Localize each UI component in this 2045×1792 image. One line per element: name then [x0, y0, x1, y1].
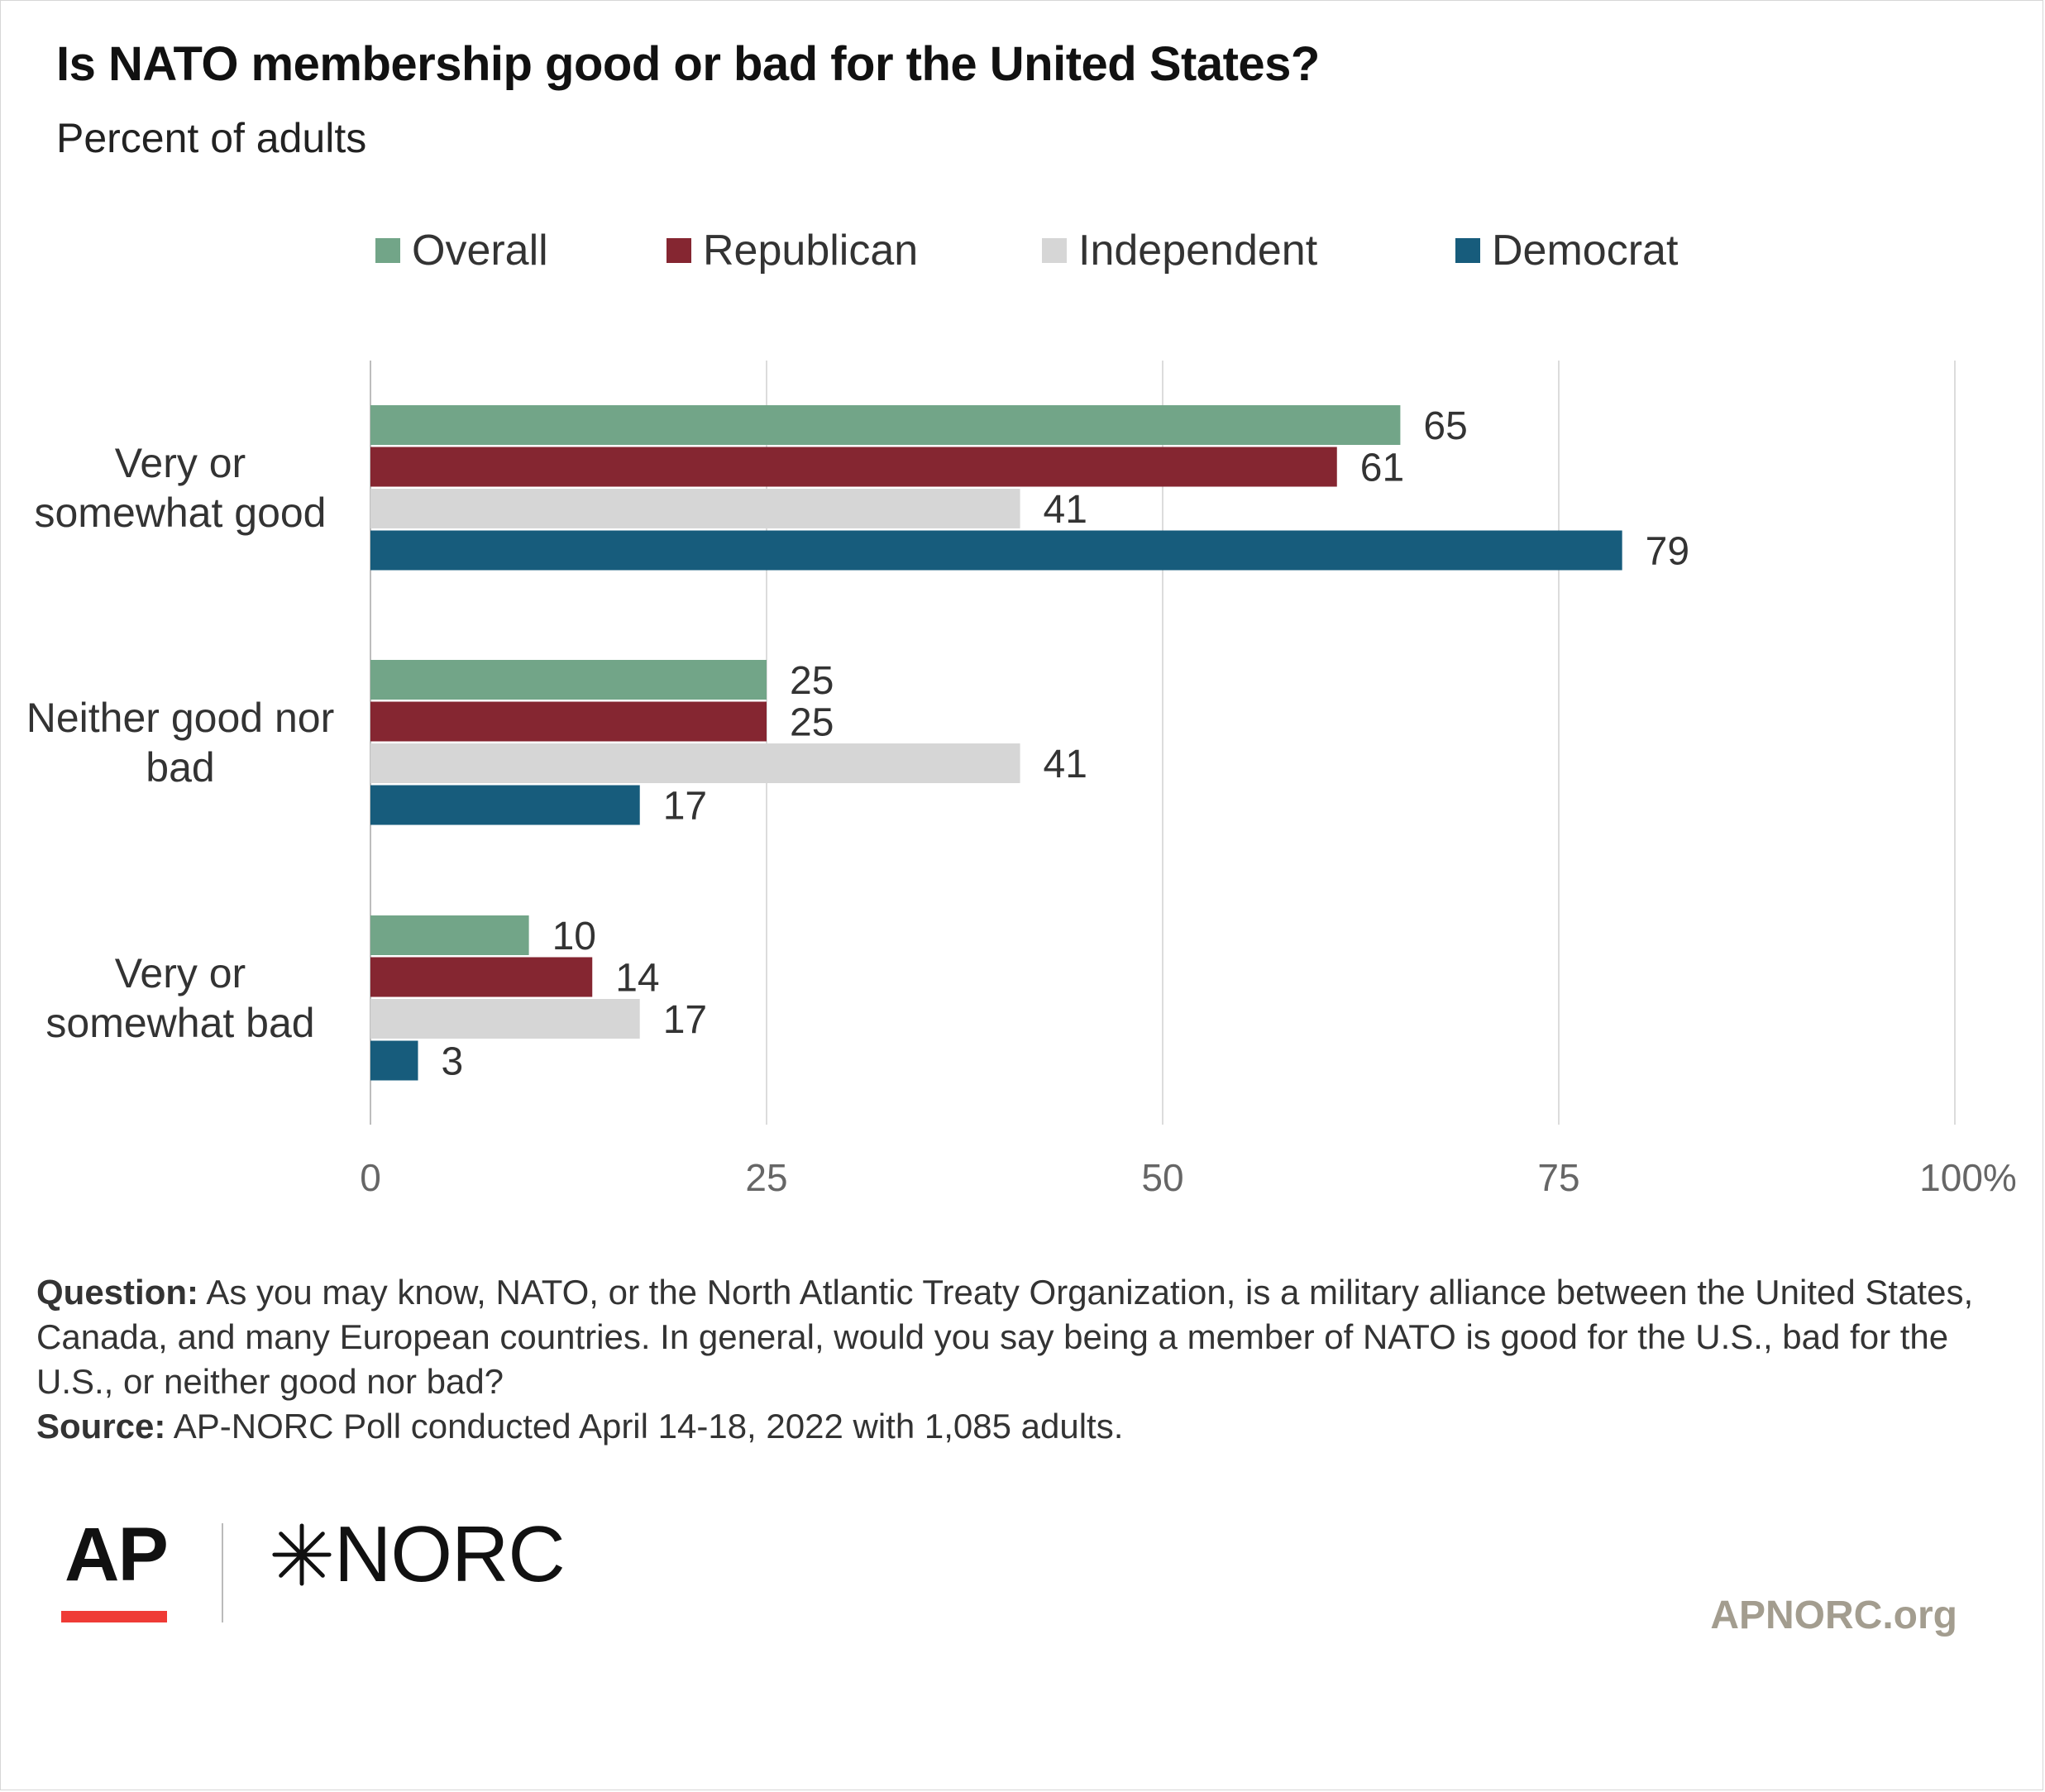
- legend-label: Overall: [412, 227, 548, 275]
- x-tick-label: 50: [1141, 1156, 1183, 1199]
- bar: [370, 1040, 418, 1081]
- legend-label: Democrat: [1492, 227, 1679, 275]
- bar: [370, 660, 767, 700]
- question-label: Question:: [36, 1273, 198, 1312]
- data-label: 65: [1423, 404, 1467, 448]
- legend-swatch: [1455, 238, 1480, 263]
- category-label: Very or: [115, 440, 246, 486]
- bar: [370, 701, 767, 742]
- data-label: 25: [790, 701, 834, 745]
- legend-swatch: [375, 238, 400, 263]
- data-label: 61: [1360, 447, 1404, 490]
- legend-label: Republican: [703, 227, 919, 275]
- category-label: somewhat bad: [45, 1000, 314, 1046]
- chart-notes: Question: As you may know, NATO, or the …: [36, 1270, 2021, 1449]
- data-label: 10: [552, 915, 596, 958]
- data-label: 41: [1044, 488, 1087, 532]
- question-text: As you may know, NATO, or the North Atla…: [36, 1273, 1974, 1401]
- x-tick-label: 75: [1537, 1156, 1579, 1199]
- category-label: Very or: [115, 950, 246, 996]
- data-label: 14: [615, 957, 659, 1001]
- category-label: bad: [146, 744, 214, 791]
- x-tick-label: 100%: [1919, 1156, 2017, 1199]
- norc-logo-text: NORC: [334, 1510, 566, 1598]
- legend-item: Independent: [1042, 223, 1317, 278]
- legend-swatch: [667, 238, 691, 263]
- bar: [370, 405, 1401, 445]
- bar: [370, 957, 593, 997]
- bar: [370, 743, 1020, 783]
- legend-item: Overall: [375, 223, 548, 278]
- norc-logo: NORC: [270, 1510, 566, 1598]
- bar: [370, 530, 1622, 571]
- legend-item: Democrat: [1455, 223, 1678, 278]
- x-tick-label: 25: [745, 1156, 787, 1199]
- source-label: Source:: [36, 1407, 166, 1446]
- data-label: 17: [663, 785, 707, 829]
- data-label: 17: [663, 998, 707, 1042]
- chart-subtitle: Percent of adults: [56, 115, 367, 161]
- data-label: 41: [1044, 743, 1087, 786]
- bar: [370, 447, 1337, 487]
- data-label: 25: [790, 659, 834, 703]
- category-label: Neither good nor: [26, 695, 334, 741]
- ap-logo: AP: [65, 1512, 169, 1597]
- logo-divider: [222, 1523, 223, 1622]
- bar: [370, 489, 1020, 528]
- bar: [370, 785, 640, 825]
- site-url: APNORC.org: [1710, 1594, 1957, 1637]
- chart-title: Is NATO membership good or bad for the U…: [56, 37, 1320, 91]
- norc-star-icon: [272, 1523, 332, 1586]
- legend-swatch: [1042, 238, 1067, 263]
- legend-item: Republican: [667, 223, 918, 278]
- bar: [370, 999, 640, 1039]
- ap-logo-accent-bar: [61, 1611, 167, 1622]
- x-tick-label: 0: [360, 1156, 381, 1199]
- legend-label: Independent: [1078, 227, 1318, 275]
- bar: [370, 915, 529, 955]
- data-label: 3: [441, 1040, 463, 1084]
- category-label: somewhat good: [34, 490, 326, 536]
- source-text: AP-NORC Poll conducted April 14-18, 2022…: [165, 1407, 1124, 1446]
- data-label: 79: [1646, 530, 1689, 574]
